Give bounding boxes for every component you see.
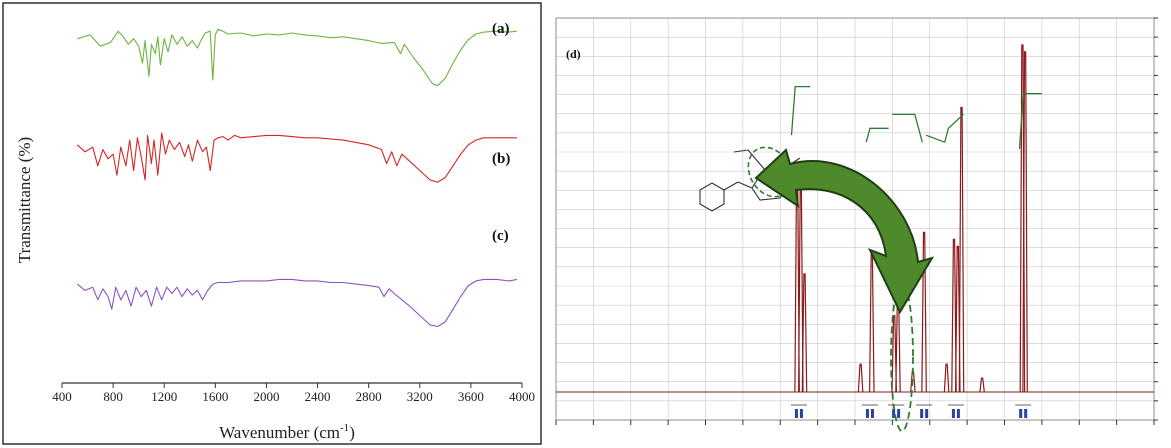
nmr-integral-steps (790, 85, 1042, 150)
nmr-peak (891, 315, 897, 393)
nmr-integration-mark (799, 409, 803, 418)
nmr-peak (869, 252, 875, 393)
ir-curve-label-c: (c) (492, 228, 509, 244)
nmr-peak (801, 273, 808, 393)
nmr-spectrum-panel: (d) (555, 17, 1158, 432)
ir-curve-label-b: (b) (492, 151, 510, 167)
nmr-integration-mark (925, 409, 929, 418)
nmr-grid (555, 17, 1155, 421)
nmr-x-ticks (555, 420, 1155, 425)
nmr-integration-mark (951, 409, 955, 418)
ir-curve-a (77, 28, 517, 87)
nmr-integration-mark (794, 409, 798, 418)
ir-x-tick-label: 1600 (202, 389, 228, 404)
nmr-integration-mark (865, 409, 869, 418)
ir-x-tick-label: 400 (52, 389, 72, 404)
ir-x-tick-label: 3200 (407, 389, 433, 404)
nmr-peak (1022, 51, 1028, 393)
ir-x-axis-title-main: Wavenumber (cm (219, 423, 340, 442)
nmr-integration-mark (897, 409, 901, 418)
nmr-integral-curve (790, 85, 811, 136)
nmr-integral-curve (865, 127, 889, 143)
nmr-integration-mark (892, 409, 896, 418)
ir-curves (76, 28, 518, 328)
nmr-integral-curve (1018, 92, 1042, 150)
ir-x-ticks: 400 800 1200 1600 2000 2400 2800 3200 3600 4000 (52, 383, 535, 404)
nmr-integration-mark (920, 409, 924, 418)
nmr-peak (857, 363, 864, 393)
ir-x-axis-title-sup: -1 (340, 422, 349, 434)
nmr-peak (979, 377, 985, 393)
ir-curve-b (76, 132, 517, 183)
ir-x-tick-label: 2800 (356, 389, 382, 404)
ir-curve-labels: (a) (b) (c) (492, 21, 510, 244)
nmr-panel-label: (d) (566, 47, 581, 61)
nmr-integration-markers (790, 404, 1032, 418)
ir-curve-c (76, 278, 518, 328)
ir-x-tick-label: 2000 (253, 389, 279, 404)
nmr-integration-mark (1024, 409, 1028, 418)
ir-x-tick-label: 2400 (305, 389, 331, 404)
ir-panel-border (2, 2, 542, 445)
ir-curve-label-a: (a) (492, 21, 510, 37)
nmr-peaks (794, 44, 1028, 393)
nmr-peak (951, 238, 957, 393)
nmr-integration-mark (1019, 409, 1023, 418)
nmr-peak (958, 106, 965, 393)
ir-x-tick-label: 1200 (151, 389, 177, 404)
curved-arrow-icon (754, 148, 935, 315)
nmr-integral-curve (925, 113, 964, 144)
ir-x-axis-title: Wavenumber (cm-1) (219, 422, 355, 442)
ir-x-tick-label: 4000 (509, 389, 535, 404)
nmr-peak (943, 363, 950, 393)
nmr-y-ticks (1154, 17, 1158, 421)
ir-x-axis-title-tail: ) (349, 423, 355, 442)
ir-spectra-panel: 400 800 1200 1600 2000 2400 2800 3200 3600 4000 (… (2, 2, 542, 445)
ir-x-tick-label: 800 (103, 389, 123, 404)
nmr-integral-curve (892, 113, 923, 143)
nmr-integration-mark (870, 409, 874, 418)
ir-y-axis-title: Transmittance (%) (15, 137, 34, 263)
nmr-integration-mark (956, 409, 960, 418)
nmr-peak (798, 190, 804, 393)
nmr-peak (921, 231, 927, 393)
highlight-ellipse-spectrum (890, 282, 914, 432)
ir-x-tick-label: 3600 (458, 389, 484, 404)
